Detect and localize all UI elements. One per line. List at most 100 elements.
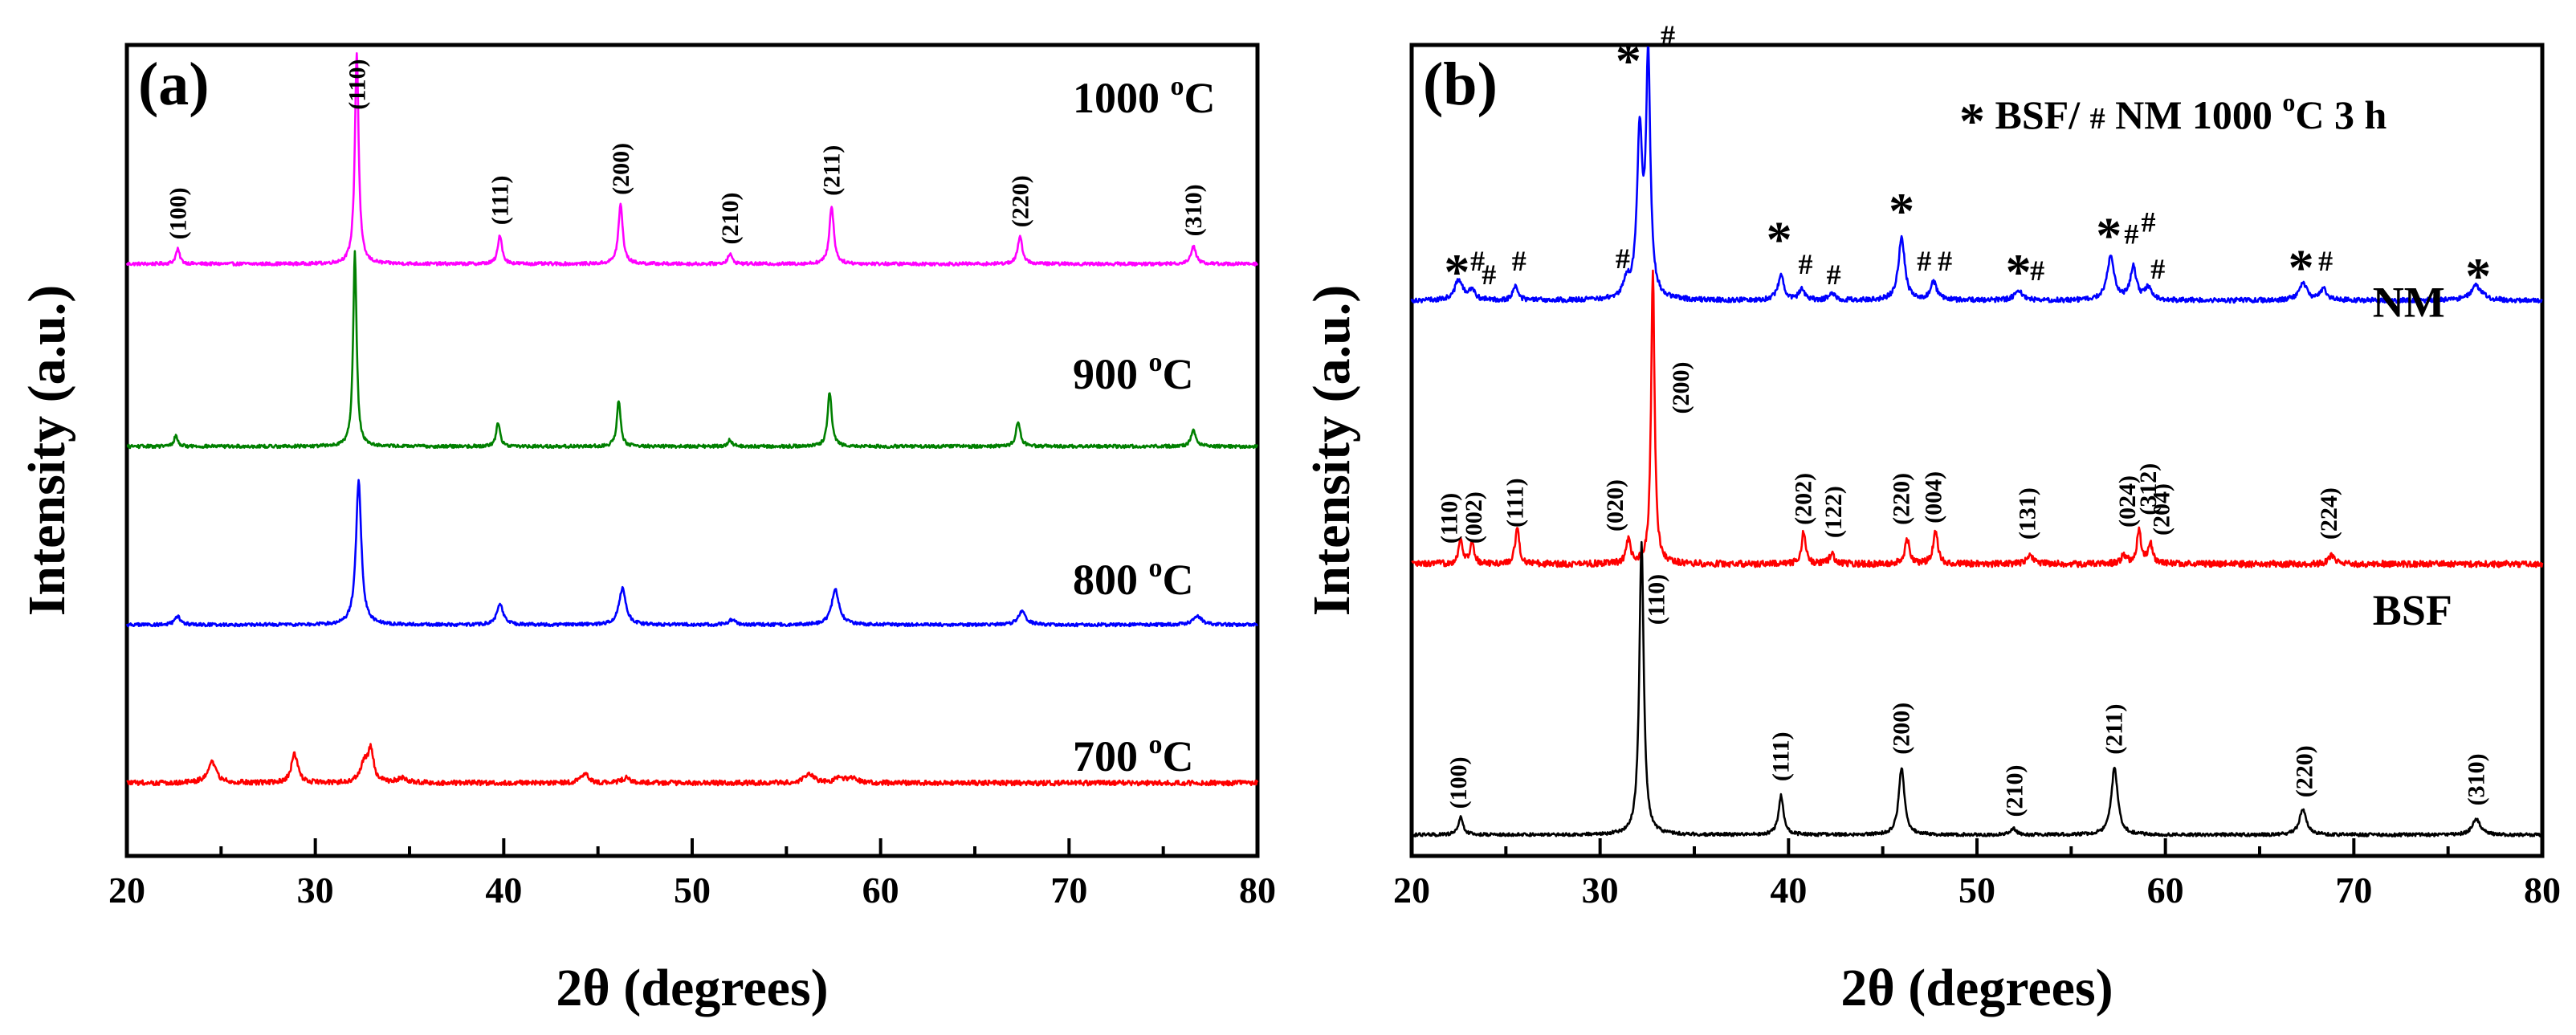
- hkl-label: (110): [1644, 574, 1670, 625]
- bsf-phase-marker: *: [1444, 243, 1469, 300]
- x-tick-label: 40: [1770, 870, 1807, 911]
- nm-phase-marker: #: [2124, 218, 2138, 250]
- nm-phase-marker: #: [2142, 206, 2156, 238]
- series-line-0-2: [125, 479, 1259, 628]
- bsf-phase-marker: *: [1616, 32, 1641, 89]
- series-line-0-0: [125, 52, 1259, 267]
- hkl-label: (131): [2015, 487, 2041, 540]
- panel-b-curve-labels: NM BSF: [2373, 278, 2452, 634]
- nm-phase-marker: #: [1482, 259, 1496, 291]
- x-tick-label: 50: [1958, 870, 1995, 911]
- series-line-0-3: [126, 743, 1259, 787]
- series-line-1-1: [1411, 269, 2544, 568]
- x-tick-label: 70: [2335, 870, 2372, 911]
- hkl-label: (020): [1602, 479, 1628, 532]
- nm-phase-marker: #: [2150, 253, 2165, 285]
- nm-phase-marker: #: [1917, 245, 1931, 277]
- panel-a-tick-labels: 20 30 40 50 60 70 80: [108, 870, 1276, 911]
- hkl-label: (210): [2001, 765, 2028, 817]
- x-tick-label: 30: [1582, 870, 1619, 911]
- hkl-label: (220): [2292, 745, 2318, 797]
- hkl-label: (111): [487, 176, 514, 226]
- nm-phase-marker: #: [1827, 259, 1841, 291]
- hkl-label: (200): [1668, 362, 1694, 414]
- label-700C: 700 oC: [1073, 730, 1194, 780]
- panel-b-curves: [1410, 46, 2544, 837]
- hkl-label: (204): [2148, 483, 2175, 536]
- x-tick-label: 60: [862, 870, 899, 911]
- x-tick-label: 80: [2524, 870, 2561, 911]
- hkl-label: (211): [2101, 703, 2128, 754]
- bsf-phase-marker: *: [2096, 206, 2122, 263]
- nm-phase-marker: #: [2318, 245, 2333, 277]
- hkl-label: (220): [1889, 473, 1915, 525]
- series-line-1-2: [1410, 540, 2543, 837]
- hkl-label: (122): [1820, 486, 1847, 538]
- panel-a-hkl-labels: (100) (110) (111) (200) (210) (211) (220) (310): [165, 59, 1207, 244]
- label-800C: 800 oC: [1073, 553, 1194, 604]
- label-1000C: 1000 oC: [1073, 71, 1216, 122]
- nm-phase-marker: #: [1470, 245, 1485, 277]
- label-900C: 900 oC: [1073, 348, 1194, 398]
- hkl-label: (310): [1180, 184, 1207, 236]
- panel-b-xlabel: 2θ (degrees): [1840, 959, 2113, 1017]
- curve-label-nm: NM: [2373, 278, 2445, 326]
- hkl-label: (100): [165, 187, 191, 239]
- hkl-label: (312): [2135, 463, 2162, 515]
- panel-b-legend: * BSF/ # NM 1000 oC 3 h: [1959, 88, 2387, 149]
- bsf-phase-marker: *: [1767, 210, 1792, 267]
- x-tick-label: 80: [1239, 870, 1276, 911]
- panel-a-xlabel: 2θ (degrees): [556, 959, 828, 1017]
- panel-a: 20 30 40 50 60 70 80 (a) 2θ (degrees) Intensit…: [18, 43, 1276, 1017]
- panel-b-hkl-labels: (110)(002) (111) (020)(200)(202) (122) (220)…: [1436, 362, 2489, 817]
- panel-b: 20 30 40 50 60 70 80 * ## # #* #* # #*# # *#* # ## * # * (1…: [1302, 19, 2561, 1017]
- x-tick-label: 60: [2147, 870, 2184, 911]
- bsf-phase-marker: *: [2465, 247, 2491, 304]
- nm-phase-marker: #: [1616, 242, 1630, 275]
- x-tick-label: 20: [1393, 870, 1430, 911]
- panel-a-ylabel: Intensity (a.u.): [18, 285, 76, 617]
- bsf-phase-marker: *: [2006, 243, 2032, 300]
- panel-b-ticks: [1410, 838, 2544, 856]
- hkl-label: (110): [1436, 493, 1462, 544]
- hkl-label: (224): [2316, 487, 2342, 540]
- x-tick-label: 50: [674, 870, 711, 911]
- hkl-label: (200): [1889, 703, 1915, 755]
- hkl-label: (111): [1767, 731, 1794, 781]
- hkl-label: (110): [344, 59, 370, 109]
- series-line-0-1: [126, 250, 1258, 450]
- hkl-label: (211): [819, 145, 846, 196]
- nm-phase-marker: #: [1938, 245, 1952, 277]
- nm-phase-marker: #: [2030, 255, 2044, 287]
- panel-b-label: (b): [1423, 51, 1498, 118]
- nm-phase-marker: #: [1512, 245, 1526, 277]
- hkl-label: (024): [2114, 475, 2141, 528]
- hkl-label: (111): [1502, 478, 1529, 528]
- hkl-label: (210): [717, 193, 744, 245]
- hkl-label: (200): [608, 143, 634, 195]
- x-tick-label: 40: [485, 870, 522, 911]
- panel-b-ylabel: Intensity (a.u.): [1302, 285, 1361, 617]
- panel-a-label: (a): [138, 51, 210, 118]
- hkl-label: (004): [1920, 471, 1946, 524]
- hkl-label: (100): [1445, 756, 1472, 809]
- series-line-1-0: [1410, 46, 2543, 304]
- panel-b-tick-labels: 20 30 40 50 60 70 80: [1393, 870, 2561, 911]
- panel-b-phase-markers: * ## # #* #* # #*# # *#* # ## * # *: [1444, 19, 2491, 304]
- bsf-phase-marker: *: [2289, 239, 2314, 296]
- hkl-label: (220): [1007, 175, 1033, 227]
- nm-phase-marker: #: [1661, 19, 1675, 51]
- nm-phase-marker: #: [1798, 248, 1812, 280]
- bsf-phase-marker: *: [1889, 182, 1914, 239]
- hkl-label: (202): [1791, 473, 1817, 525]
- hkl-label: (310): [2463, 753, 2489, 805]
- panel-a-ticks: [125, 838, 1259, 856]
- x-tick-label: 70: [1050, 870, 1087, 911]
- x-tick-label: 30: [297, 870, 334, 911]
- panel-a-curves: [125, 52, 1259, 787]
- hkl-label: (002): [1461, 491, 1487, 544]
- curve-label-bsf: BSF: [2373, 586, 2452, 634]
- panel-b-frame: [1409, 43, 2545, 858]
- x-tick-label: 20: [108, 870, 145, 911]
